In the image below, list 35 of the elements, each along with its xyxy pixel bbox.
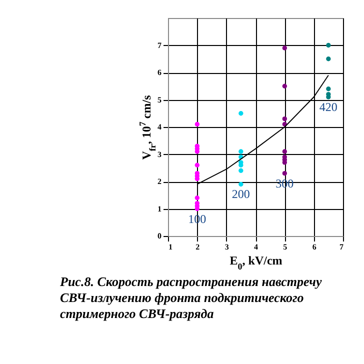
x-tick-label: 1 (168, 242, 172, 252)
point (238, 111, 244, 116)
y-tick-label: 6 (158, 68, 162, 77)
x-tick-label: 2 (196, 242, 200, 252)
point (282, 170, 288, 176)
text: Рис.8. Скорость распространения навстречу СВЧ-излучению фронта подкритического стримерного СВЧ-разряда (60, 274, 322, 321)
point (194, 122, 200, 127)
point (282, 160, 288, 165)
point (282, 149, 288, 154)
point (282, 84, 288, 88)
x-tick-label: 5 (283, 242, 288, 252)
annotation: 200 (232, 187, 250, 202)
annotation: 420 (319, 100, 338, 114)
point (238, 182, 244, 187)
point (238, 149, 244, 154)
x-tick-label: 3 (224, 242, 229, 252)
y-tick-label: 4 (158, 122, 162, 132)
x-axis-title: E$_{0}$, kV/cm (230, 254, 282, 272)
point (282, 46, 288, 50)
point (326, 42, 331, 48)
y-tick-label: 7 (158, 40, 162, 50)
x-tick-label: 4 (254, 242, 258, 252)
point (326, 56, 331, 62)
y-tick-label: 1 (158, 204, 162, 214)
y-tick-label: 5 (158, 95, 162, 104)
point (194, 196, 200, 200)
point (326, 86, 331, 92)
y-tick-label: 2 (158, 177, 162, 186)
x-tick-label: 7 (340, 242, 344, 252)
x-tick-label: 6 (312, 242, 316, 252)
y-tick-label: 3 (158, 150, 162, 159)
y-tick-label: 0 (158, 232, 162, 240)
point (238, 168, 244, 173)
point (282, 116, 288, 122)
point (194, 162, 200, 168)
